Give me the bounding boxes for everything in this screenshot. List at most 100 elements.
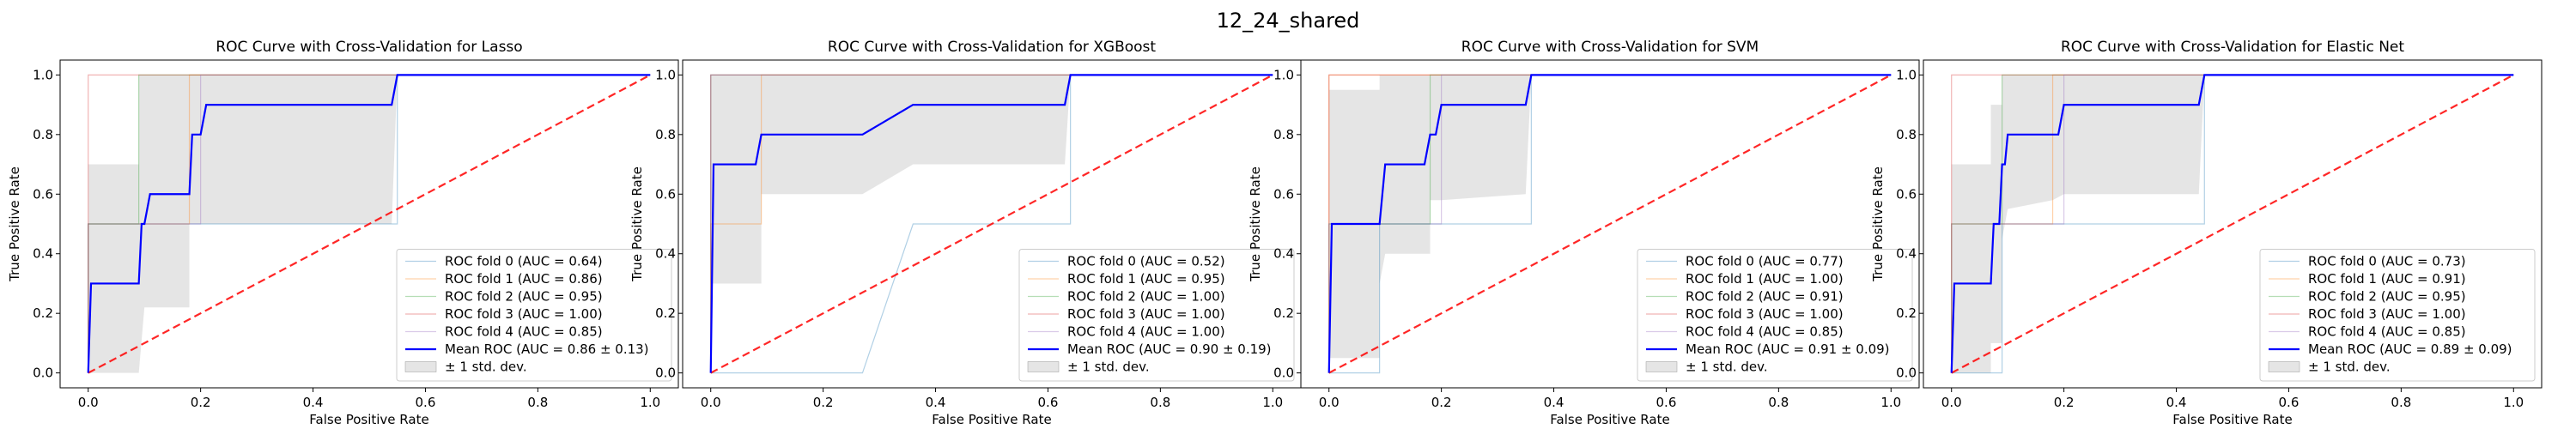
legend-entry: ROC fold 2 (AUC = 1.00) (1067, 289, 1225, 305)
x-tick-label: 0.2 (1431, 395, 1452, 410)
x-tick-label: 1.0 (640, 395, 660, 410)
legend-entry: ROC fold 0 (AUC = 0.64) (445, 254, 603, 269)
y-tick-label: 1.0 (1896, 67, 1917, 82)
legend-swatch (404, 361, 437, 372)
x-tick-label: 0.6 (416, 395, 436, 410)
x-tick-label: 1.0 (1262, 395, 1283, 410)
legend-entry: ROC fold 4 (AUC = 0.85) (445, 324, 603, 340)
y-tick-label: 0.8 (1273, 127, 1294, 142)
legend-entry: Mean ROC (AUC = 0.90 ± 0.19) (1067, 341, 1272, 357)
legend: ROC fold 0 (AUC = 0.64) ROC fold 1 (AUC =… (396, 249, 672, 382)
x-tick-label: 0.6 (1656, 395, 1677, 410)
y-tick-label: 0.0 (33, 366, 53, 381)
legend-entry: ROC fold 3 (AUC = 1.00) (445, 306, 603, 322)
std-band (1951, 75, 2514, 373)
legend-entry: ROC fold 0 (AUC = 0.52) (1067, 254, 1225, 269)
y-tick-label: 0.6 (655, 186, 676, 202)
roc-panel-3: 0.0 0.2 0.4 0.6 0.8 1.0 0.0 0.2 0.4 0.6 0.8 1.0 ROC … (1870, 39, 2543, 427)
legend-entry: ROC fold 2 (AUC = 0.91) (1686, 289, 1844, 305)
legend-entry: Mean ROC (AUC = 0.89 ± 0.09) (2308, 341, 2512, 357)
x-tick-label: 0.0 (78, 395, 99, 410)
legend-entry: ROC fold 1 (AUC = 0.91) (2308, 271, 2466, 287)
std-band (1328, 75, 1892, 359)
plot-frame (1300, 59, 1920, 389)
x-tick-label: 0.2 (191, 395, 211, 410)
legend-entry: ROC fold 1 (AUC = 1.00) (1686, 271, 1844, 287)
x-tick-label: 0.8 (527, 395, 548, 410)
legend-entry: ± 1 std. dev. (1686, 360, 1768, 375)
x-tick-label: 0.0 (1319, 395, 1340, 410)
roc-panel-0: 0.0 0.2 0.4 0.6 0.8 1.0 0.0 0.2 0.4 0.6 0.8 1.0 ROC … (7, 39, 679, 427)
mean-roc-line (87, 74, 651, 373)
legend-box (1018, 249, 1295, 382)
legend-entry: ROC fold 3 (AUC = 1.00) (1686, 306, 1844, 322)
plot-title: ROC Curve with Cross-Validation for Lass… (216, 39, 522, 56)
x-tick-label: 0.6 (1038, 395, 1059, 410)
legend-entry: ROC fold 2 (AUC = 0.95) (2308, 289, 2466, 305)
fold-line-2 (1951, 74, 2514, 373)
legend-entry: ± 1 std. dev. (445, 360, 527, 375)
legend-entry: ROC fold 4 (AUC = 0.85) (1686, 324, 1844, 340)
mean-roc-line (709, 74, 1273, 373)
x-axis-label: False Positive Rate (309, 412, 428, 427)
y-tick-label: 0.2 (33, 305, 53, 321)
y-axis-label: True Positive Rate (629, 166, 645, 282)
x-tick-label: 0.0 (1941, 395, 1962, 410)
roc-panel-1: 0.0 0.2 0.4 0.6 0.8 1.0 0.0 0.2 0.4 0.6 0.8 1.0 ROC … (629, 39, 1302, 427)
y-axis-label: True Positive Rate (7, 166, 22, 282)
legend-entry: Mean ROC (AUC = 0.86 ± 0.13) (445, 341, 649, 357)
mean-roc-line (1950, 74, 2514, 373)
y-tick-label: 0.2 (655, 305, 676, 321)
y-tick-label: 0.8 (33, 127, 53, 142)
y-tick-label: 0.0 (1273, 366, 1294, 381)
x-tick-label: 0.2 (813, 395, 834, 410)
legend-swatch (2268, 361, 2300, 372)
legend: ROC fold 0 (AUC = 0.73) ROC fold 1 (AUC =… (2259, 249, 2536, 382)
x-tick-label: 0.8 (1150, 395, 1170, 410)
std-band (710, 75, 1273, 284)
x-tick-label: 0.8 (1768, 395, 1789, 410)
y-tick-label: 0.4 (1896, 246, 1917, 262)
y-tick-label: 0.4 (655, 246, 676, 262)
fold-line-2 (88, 74, 651, 373)
x-tick-label: 0.4 (2166, 395, 2187, 410)
chance-line (1328, 74, 1892, 374)
legend-entry: ROC fold 0 (AUC = 0.77) (1686, 254, 1844, 269)
x-tick-label: 0.4 (1544, 395, 1564, 410)
y-tick-label: 0.2 (1273, 305, 1294, 321)
y-axis-label: True Positive Rate (1870, 166, 1886, 282)
x-tick-label: 1.0 (1880, 395, 1901, 410)
legend-swatch (1027, 361, 1060, 372)
legend-entry: ROC fold 4 (AUC = 0.85) (2308, 324, 2466, 340)
legend-entry: ROC fold 3 (AUC = 1.00) (2308, 306, 2466, 322)
y-tick-label: 0.0 (1896, 366, 1917, 381)
fold-line-1 (88, 74, 651, 373)
legend-swatch (1645, 361, 1678, 372)
x-tick-label: 0.2 (2054, 395, 2075, 410)
legend-box (1637, 249, 1913, 382)
plot-frame (1923, 59, 2543, 389)
plot-frame (59, 59, 679, 389)
legend-entry: ROC fold 0 (AUC = 0.73) (2308, 254, 2466, 269)
y-tick-label: 0.4 (1273, 246, 1294, 262)
legend-entry: ROC fold 1 (AUC = 0.86) (445, 271, 603, 287)
figure-suptitle: 12_24_shared (1217, 9, 1360, 33)
plot-title: ROC Curve with Cross-Validation for SVM (1461, 39, 1759, 56)
chance-line (710, 74, 1273, 374)
roc-panel-2: 0.0 0.2 0.4 0.6 0.8 1.0 0.0 0.2 0.4 0.6 0.8 1.0 ROC … (1248, 39, 1920, 427)
fold-line-4 (1328, 74, 1892, 373)
legend: ROC fold 0 (AUC = 0.52) ROC fold 1 (AUC =… (1018, 249, 1295, 382)
x-tick-label: 0.0 (701, 395, 721, 410)
y-tick-label: 0.0 (655, 366, 676, 381)
chance-line (88, 74, 651, 374)
mean-roc-line (1327, 74, 1892, 373)
legend: ROC fold 0 (AUC = 0.77) ROC fold 1 (AUC =… (1637, 249, 1913, 382)
x-tick-label: 0.4 (926, 395, 946, 410)
y-tick-label: 1.0 (33, 67, 53, 82)
x-tick-label: 0.6 (2279, 395, 2300, 410)
subplot-grid: 0.0 0.2 0.4 0.6 0.8 1.0 0.0 0.2 0.4 0.6 0.8 1.0 ROC … (7, 39, 2543, 427)
legend-entry: ROC fold 3 (AUC = 1.00) (1067, 306, 1225, 322)
x-tick-label: 1.0 (2503, 395, 2524, 410)
y-tick-label: 1.0 (1273, 67, 1294, 82)
